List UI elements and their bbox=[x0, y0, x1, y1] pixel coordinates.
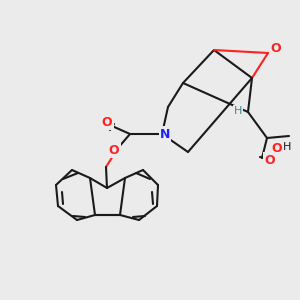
Text: N: N bbox=[160, 128, 170, 140]
Text: O: O bbox=[265, 154, 275, 166]
Text: O: O bbox=[271, 41, 281, 55]
Text: O: O bbox=[102, 116, 112, 128]
Text: O: O bbox=[272, 142, 282, 154]
Text: H: H bbox=[283, 142, 291, 152]
Text: H: H bbox=[234, 106, 242, 116]
Text: O: O bbox=[109, 143, 119, 157]
